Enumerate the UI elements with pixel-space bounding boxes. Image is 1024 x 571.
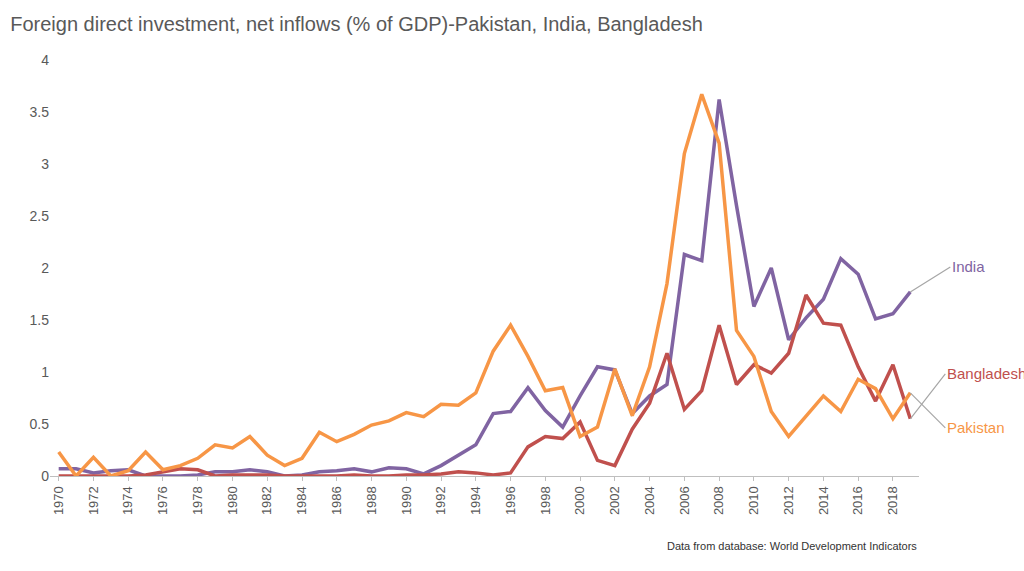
svg-text:1990: 1990 <box>399 486 414 515</box>
svg-text:2010: 2010 <box>746 486 761 515</box>
svg-text:2000: 2000 <box>572 486 587 515</box>
svg-text:0: 0 <box>41 468 49 484</box>
svg-text:1984: 1984 <box>294 486 309 515</box>
svg-text:1998: 1998 <box>538 486 553 515</box>
svg-text:2012: 2012 <box>781 486 796 515</box>
svg-text:2008: 2008 <box>711 486 726 515</box>
svg-text:Bangladesh: Bangladesh <box>947 365 1024 382</box>
svg-text:1982: 1982 <box>259 486 274 515</box>
svg-text:4: 4 <box>41 52 49 68</box>
svg-text:India: India <box>952 258 985 275</box>
svg-text:1978: 1978 <box>190 486 205 515</box>
svg-text:0.5: 0.5 <box>30 416 50 432</box>
svg-text:1970: 1970 <box>51 486 66 515</box>
svg-text:Foreign direct investment, net: Foreign direct investment, net inflows (… <box>10 13 703 35</box>
svg-text:Data from database: World Deve: Data from database: World Development In… <box>667 540 917 552</box>
svg-text:2: 2 <box>41 260 49 276</box>
svg-text:2.5: 2.5 <box>30 208 50 224</box>
svg-text:2004: 2004 <box>642 486 657 515</box>
svg-text:1976: 1976 <box>155 486 170 515</box>
svg-text:2014: 2014 <box>816 486 831 515</box>
svg-text:1988: 1988 <box>364 486 379 515</box>
svg-text:1974: 1974 <box>120 486 135 515</box>
svg-text:3: 3 <box>41 156 49 172</box>
svg-text:2002: 2002 <box>607 486 622 515</box>
svg-text:1994: 1994 <box>468 486 483 515</box>
svg-text:1972: 1972 <box>86 486 101 515</box>
svg-text:1.5: 1.5 <box>30 312 50 328</box>
svg-text:Pakistan: Pakistan <box>947 419 1005 436</box>
svg-text:1992: 1992 <box>433 486 448 515</box>
svg-text:1996: 1996 <box>503 486 518 515</box>
svg-text:2018: 2018 <box>885 486 900 515</box>
svg-text:1: 1 <box>41 364 49 380</box>
svg-text:2016: 2016 <box>850 486 865 515</box>
svg-text:1980: 1980 <box>225 486 240 515</box>
svg-text:2006: 2006 <box>677 486 692 515</box>
svg-text:1986: 1986 <box>329 486 344 515</box>
svg-text:3.5: 3.5 <box>30 104 50 120</box>
